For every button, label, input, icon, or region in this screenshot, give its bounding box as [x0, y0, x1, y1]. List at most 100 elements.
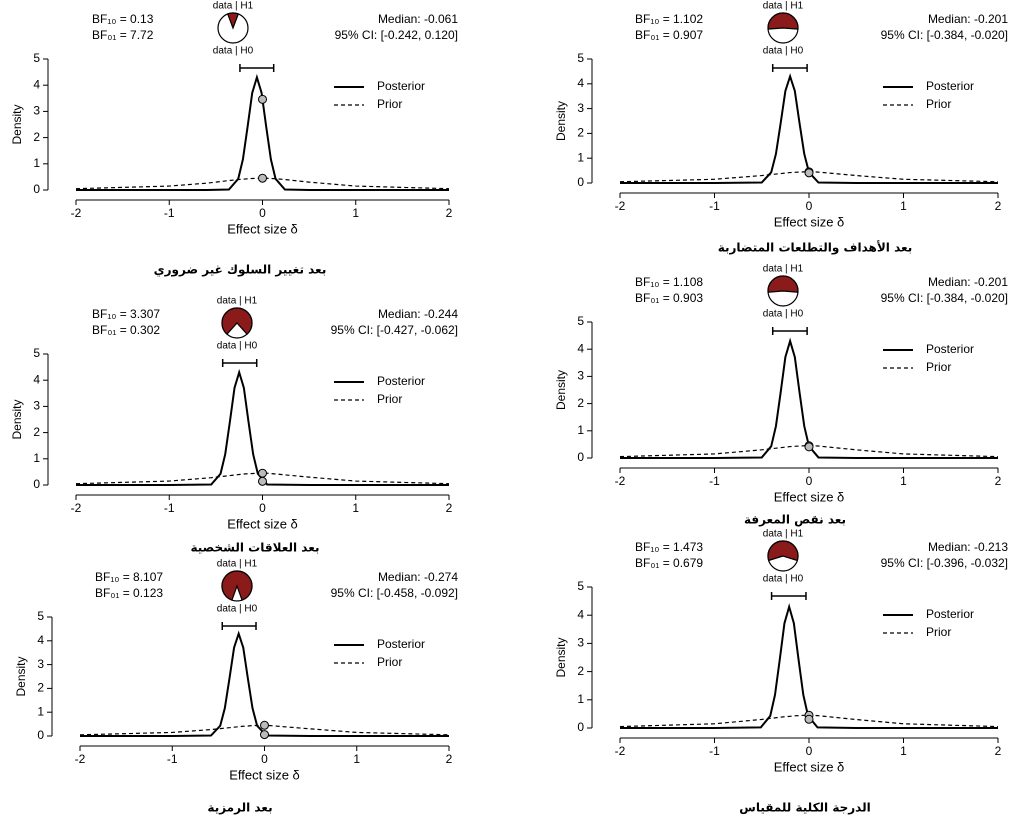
bf01-text: BF₀₁ = 0.679 [635, 556, 703, 570]
x-tick-label: 2 [995, 744, 1002, 758]
pie-label-h0: data | H0 [217, 341, 258, 352]
pie-h1 [221, 570, 253, 601]
x-tick-label: 2 [446, 206, 453, 220]
legend-label: Prior [377, 97, 402, 111]
y-tick-label: 3 [577, 101, 584, 115]
ci-text: 95% CI: [-0.458, -0.092] [331, 586, 458, 600]
x-axis-label: Effect size δ [227, 516, 298, 531]
x-tick-label: -2 [71, 206, 82, 220]
y-tick-label: 2 [33, 425, 40, 439]
panel-caption: بعد نقص المعرفة [744, 513, 846, 527]
y-tick-label: 3 [37, 657, 44, 671]
x-tick-label: -1 [164, 206, 175, 220]
pie-label-h1: data | H1 [763, 1, 804, 12]
y-axis-label: Density [10, 399, 24, 439]
y-tick-label: 1 [577, 423, 584, 437]
pie-label-h0: data | H0 [763, 309, 804, 320]
x-tick-label: -2 [75, 752, 86, 766]
posterior-point [804, 714, 814, 724]
bf10-text: BF₁₀ = 1.473 [635, 540, 703, 554]
x-tick-label: 0 [806, 474, 813, 488]
bf01-text: BF₀₁ = 0.123 [95, 586, 163, 600]
posterior-line [76, 73, 449, 191]
prior-point [258, 468, 267, 478]
median-text: Median: -0.201 [928, 12, 1008, 26]
x-tick-label: 0 [259, 206, 266, 220]
bf10-text: BF₁₀ = 3.307 [92, 307, 160, 321]
y-tick-label: 3 [33, 399, 40, 413]
median-text: Median: -0.201 [928, 275, 1008, 289]
y-tick-label: 4 [577, 607, 584, 621]
panel-caption: بعد الرمزية [207, 801, 272, 815]
x-tick-label: 0 [261, 752, 268, 766]
legend-label: Posterior [926, 342, 974, 356]
y-tick-label: 1 [577, 692, 584, 706]
ci-text: 95% CI: [-0.384, -0.020] [881, 28, 1008, 42]
ci-text: 95% CI: [-0.396, -0.032] [881, 556, 1008, 570]
legend-label: Posterior [377, 79, 425, 93]
x-tick-label: 1 [900, 474, 907, 488]
x-tick-label: 0 [259, 501, 266, 515]
posterior-line [620, 73, 998, 184]
y-tick-label: 2 [37, 681, 44, 695]
legend-label: Posterior [926, 607, 974, 621]
pie-h1 [767, 540, 799, 562]
x-tick-label: 1 [353, 752, 360, 766]
y-tick-label: 0 [577, 720, 584, 734]
pie-label-h0: data | H0 [217, 604, 258, 615]
y-tick-label: 2 [33, 130, 40, 144]
y-axis-label: Density [10, 104, 24, 144]
y-tick-label: 3 [577, 636, 584, 650]
y-tick-label: 0 [577, 450, 584, 464]
y-tick-label: 5 [33, 51, 40, 65]
y-tick-label: 1 [37, 704, 44, 718]
x-tick-label: 0 [806, 744, 813, 758]
pie-label-h1: data | H1 [763, 264, 804, 275]
pie-label-h1: data | H1 [217, 296, 258, 307]
posterior-point [804, 442, 814, 452]
legend-label: Prior [926, 625, 951, 639]
x-axis-label: Effect size δ [774, 759, 845, 774]
x-tick-label: -1 [709, 744, 720, 758]
y-tick-label: 0 [577, 175, 584, 189]
legend-label: Prior [926, 360, 951, 374]
panel-caption: بعد الأهداف والتطلعات المتضاربة [718, 240, 913, 256]
y-tick-label: 4 [33, 372, 40, 386]
prior-line [619, 171, 999, 183]
pie-label-h0: data | H0 [763, 574, 804, 585]
bf10-text: BF₁₀ = 8.107 [95, 570, 163, 584]
median-text: Median: -0.244 [378, 307, 458, 321]
pie-h1 [767, 12, 799, 30]
y-tick-label: 4 [577, 341, 584, 355]
pie-h1 [221, 307, 253, 336]
prior-point [260, 720, 269, 730]
median-text: Median: -0.061 [378, 12, 458, 26]
pie-h1 [226, 12, 240, 30]
x-tick-label: 1 [900, 744, 907, 758]
bf10-text: BF₁₀ = 0.13 [92, 12, 154, 26]
y-axis-label: Density [554, 370, 568, 410]
posterior-line [76, 368, 449, 486]
prior-line [619, 714, 999, 728]
x-tick-label: -1 [709, 474, 720, 488]
x-axis-label: Effect size δ [774, 489, 845, 504]
posterior-point [258, 94, 267, 104]
y-tick-label: 0 [37, 728, 44, 742]
pie-label-h1: data | H1 [217, 559, 258, 570]
x-tick-label: -1 [709, 199, 720, 213]
prior-line [75, 177, 450, 190]
panel-caption: بعد تغيير السلوك غير ضروري [154, 263, 327, 278]
legend-label: Posterior [377, 374, 425, 388]
y-tick-label: 5 [577, 579, 584, 593]
pie-label-h1: data | H1 [213, 1, 254, 12]
y-tick-label: 5 [577, 314, 584, 328]
x-tick-label: 2 [446, 752, 453, 766]
y-tick-label: 0 [33, 182, 40, 196]
y-tick-label: 2 [577, 396, 584, 410]
y-tick-label: 3 [33, 104, 40, 118]
y-axis-label: Density [14, 656, 28, 696]
y-tick-label: 1 [33, 451, 40, 465]
x-axis-label: Effect size δ [774, 214, 845, 229]
